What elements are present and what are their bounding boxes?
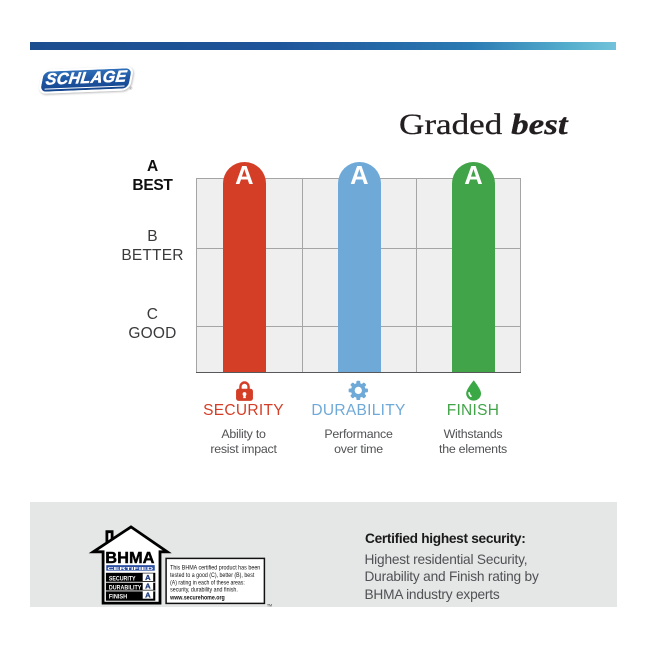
svg-text:This BHMA certified product ha: This BHMA certified product has been: [170, 565, 260, 571]
svg-text:www.securehome.org: www.securehome.org: [169, 596, 225, 602]
svg-text:A: A: [145, 591, 151, 600]
svg-text:A: A: [145, 582, 151, 591]
svg-text:SECURITY: SECURITY: [109, 576, 136, 583]
svg-text:security, durability and finis: security, durability and finish.: [170, 588, 238, 594]
svg-text:DURABILITY: DURABILITY: [109, 585, 142, 592]
svg-text:(A) rating in each of these ar: (A) rating in each of these areas:: [170, 580, 245, 586]
svg-text:A: A: [145, 573, 151, 582]
svg-text:CERTIFIED: CERTIFIED: [107, 566, 154, 572]
svg-text:TM: TM: [267, 604, 272, 608]
svg-text:tested to a good (C), better (: tested to a good (C), better (B), best: [170, 573, 254, 579]
svg-text:BHMA: BHMA: [105, 550, 154, 567]
svg-text:FINISH: FINISH: [109, 594, 128, 601]
